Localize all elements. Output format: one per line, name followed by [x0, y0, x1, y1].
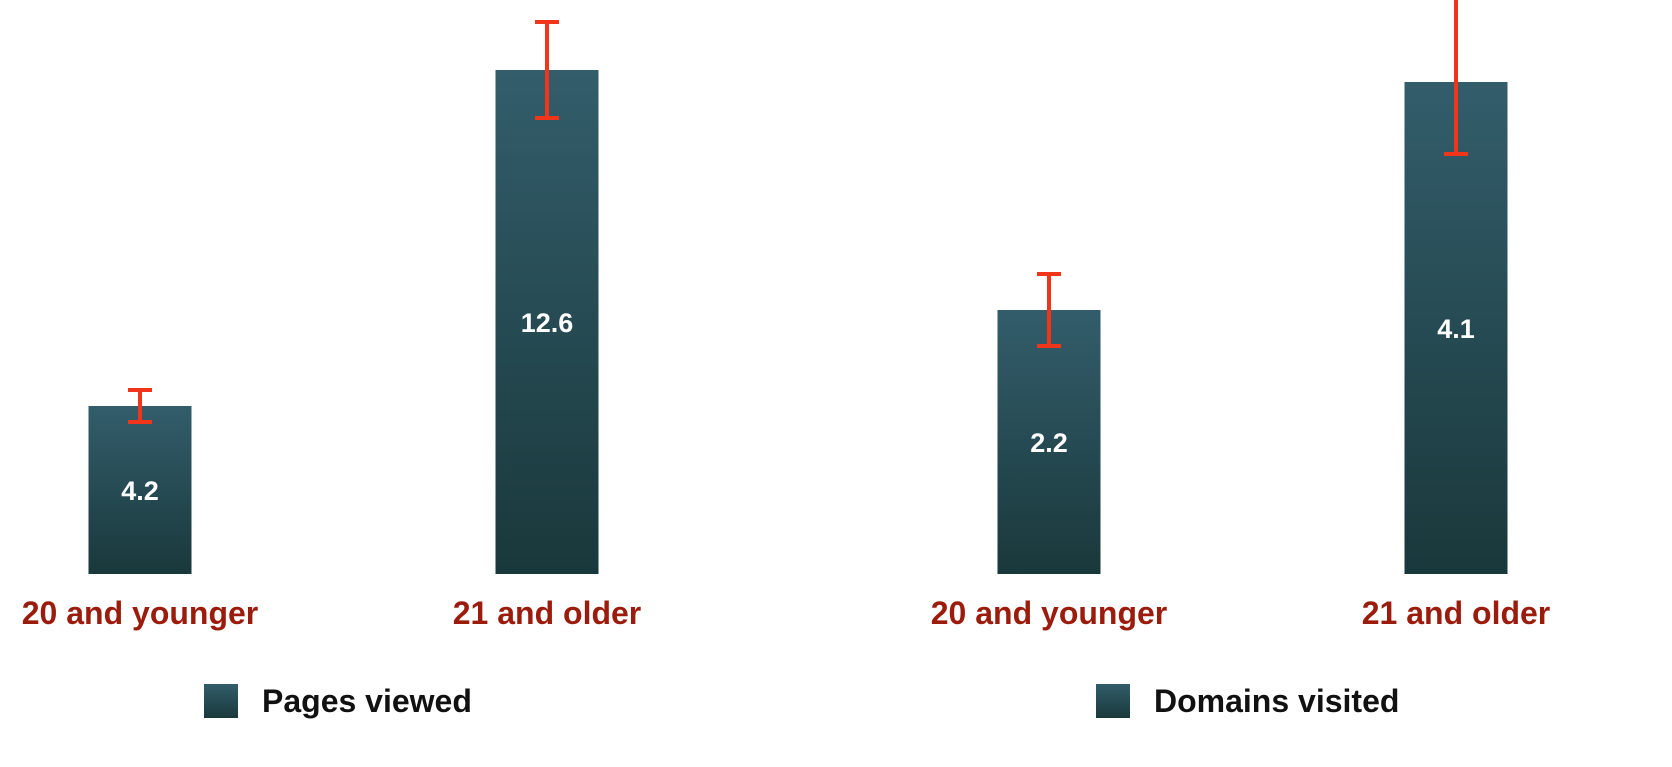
- legend: Domains visited: [1096, 683, 1399, 719]
- data-label: 2.2: [1030, 428, 1068, 458]
- category-label: 21 and older: [453, 595, 642, 631]
- category-label: 20 and younger: [931, 595, 1168, 631]
- error-bar: [1444, 0, 1468, 156]
- error-bar: [535, 20, 559, 120]
- legend-swatch: [204, 684, 238, 718]
- bar-20-and-younger: [88, 406, 192, 574]
- legend: Pages viewed: [204, 683, 472, 719]
- category-label: 21 and older: [1362, 595, 1551, 631]
- category-label: 20 and younger: [22, 595, 259, 631]
- legend-label: Pages viewed: [262, 683, 472, 719]
- pages-viewed-chart: 4.2 20 and younger 12.6 21 and older Pages v…: [22, 20, 642, 719]
- data-label: 12.6: [521, 308, 574, 338]
- error-bar: [1037, 272, 1061, 348]
- data-label: 4.1: [1437, 314, 1475, 344]
- bar-21-and-older: [1404, 82, 1508, 574]
- bar-20-and-younger: [997, 310, 1101, 574]
- domains-visited-chart: 2.2 20 and younger 4.1 21 and older Domains …: [931, 0, 1551, 719]
- legend-label: Domains visited: [1154, 683, 1399, 719]
- data-label: 4.2: [121, 476, 159, 506]
- bar-21-and-older: [495, 70, 599, 574]
- error-bar: [128, 388, 152, 424]
- legend-swatch: [1096, 684, 1130, 718]
